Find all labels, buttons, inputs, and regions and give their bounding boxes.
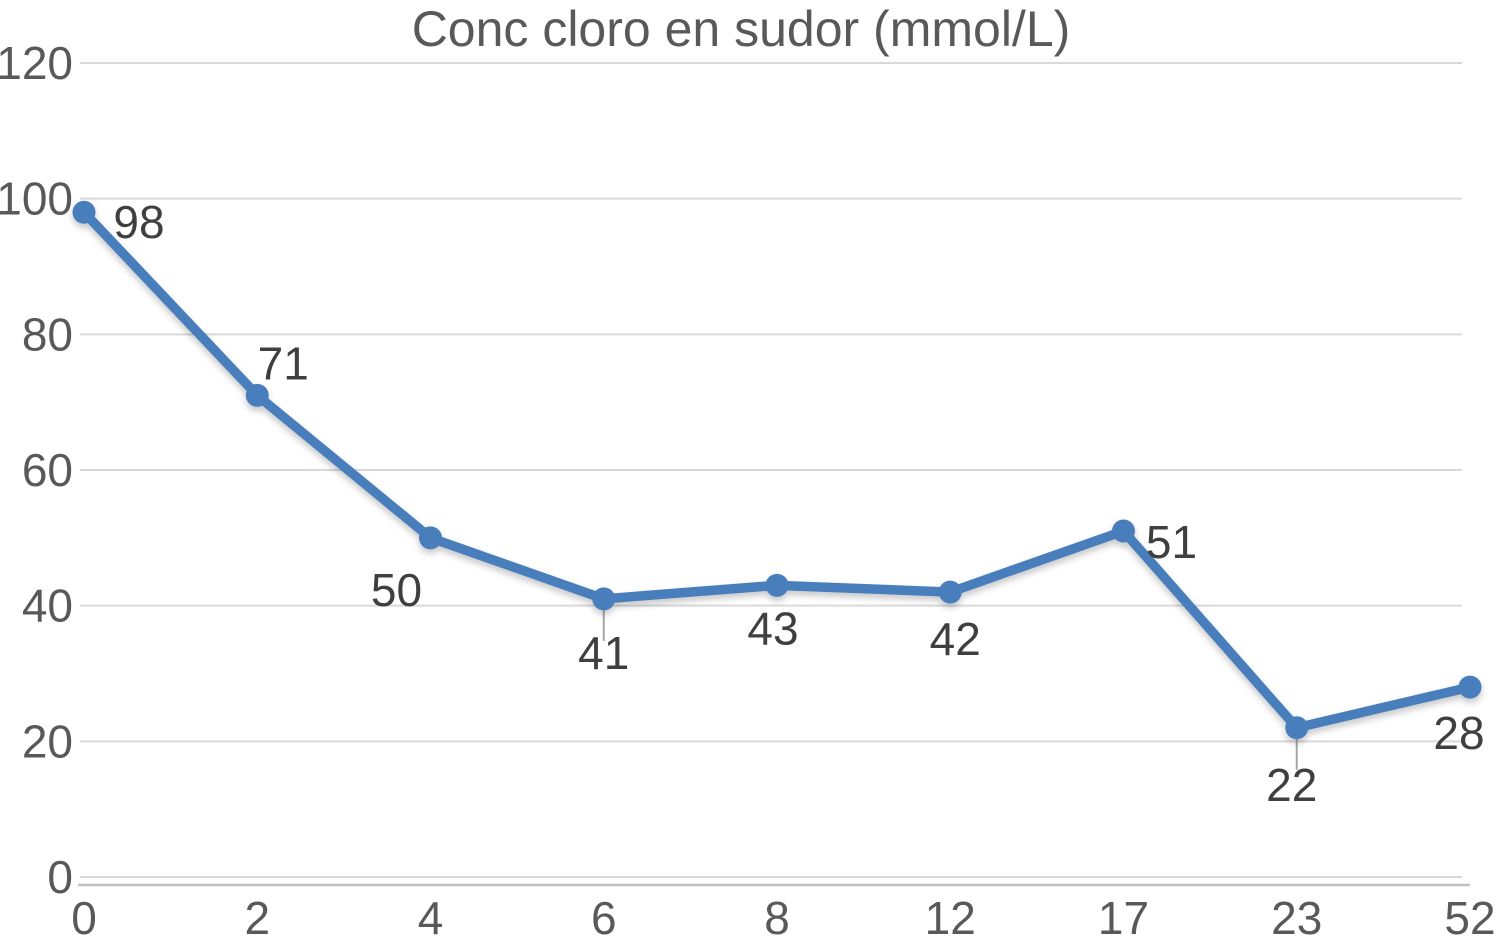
x-tick-label: 4	[418, 892, 444, 942]
data-point-marker	[765, 573, 789, 597]
x-tick-label: 0	[71, 892, 97, 942]
x-tick-label: 6	[591, 892, 617, 942]
y-tick-label: 80	[22, 308, 73, 360]
data-label: 98	[113, 196, 164, 248]
data-label: 51	[1146, 516, 1197, 568]
data-point-marker	[1285, 716, 1309, 740]
series-line-group	[72, 200, 1482, 740]
data-point-marker	[1112, 519, 1135, 543]
y-tick-label: 20	[22, 715, 73, 767]
label-leader-lines	[602, 609, 1298, 770]
data-label: 43	[747, 602, 798, 654]
data-labels: 98 71 50 41 43 42 51 22 28	[113, 196, 1484, 811]
x-tick-label: 17	[1098, 892, 1149, 942]
data-point-marker	[72, 200, 96, 224]
data-label: 50	[371, 564, 422, 616]
data-point-marker	[592, 587, 616, 611]
y-tick-label: 100	[0, 173, 73, 225]
y-tick-label: 60	[22, 444, 73, 496]
y-tick-label: 0	[47, 851, 73, 903]
data-label: 41	[578, 627, 629, 679]
data-label: 22	[1266, 759, 1317, 811]
data-label: 28	[1433, 707, 1484, 759]
data-point-marker	[938, 580, 962, 604]
x-tick-label: 23	[1271, 892, 1322, 942]
y-tick-label: 120	[0, 37, 73, 89]
data-label: 42	[930, 613, 981, 665]
x-tick-label: 12	[925, 892, 976, 942]
y-tick-label: 40	[22, 580, 73, 632]
x-tick-label: 8	[764, 892, 790, 942]
y-axis-labels: 0 20 40 60 80 100 120	[0, 37, 73, 903]
x-tick-label: 2	[244, 892, 270, 942]
data-label: 71	[258, 337, 309, 389]
data-point-marker	[245, 383, 269, 407]
data-point-marker	[1458, 675, 1482, 699]
x-tick-label: 52	[1444, 892, 1495, 942]
chart-title: Conc cloro en sudor (mmol/L)	[412, 1, 1071, 57]
x-axis-labels: 0 2 4 6 8 12 17 23 52	[71, 892, 1495, 942]
data-point-marker	[419, 526, 442, 550]
